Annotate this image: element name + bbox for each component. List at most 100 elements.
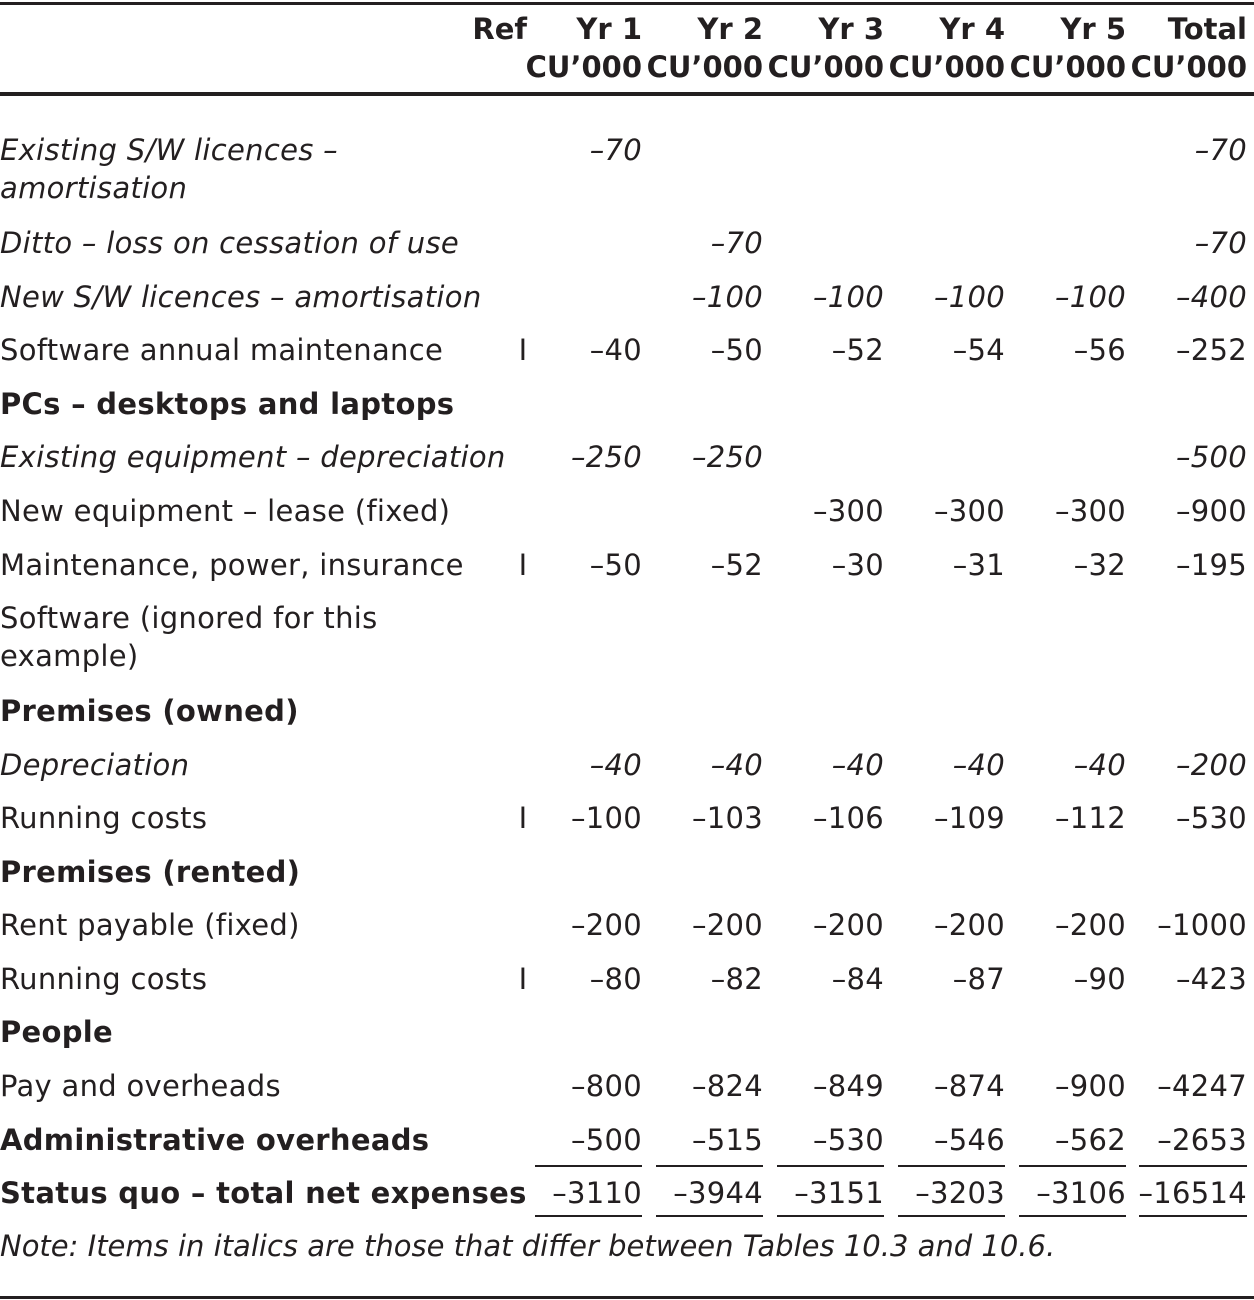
row-ref: I [518,962,528,996]
total-bottom-underline [898,1215,1005,1217]
cell-total: –252 [1175,333,1247,367]
cell-total: –70 [1194,133,1247,167]
cell-yr3: –106 [812,801,884,835]
table-bottom-rule [0,1296,1254,1299]
row-label: Pay and overheads [0,1069,281,1103]
cell-yr5: –200 [1054,908,1126,942]
row-label: Software (ignored for this example) [0,601,378,673]
cell-yr3: –530 [812,1123,884,1157]
total-top-underline [535,1165,642,1167]
cell-yr3: –300 [812,494,884,528]
header-yr1: Yr 1 CU’000 [526,10,642,86]
cell-yr1: –3110 [552,1176,642,1210]
cell-yr2: –70 [710,226,763,260]
cell-yr4: –874 [933,1069,1005,1103]
cell-yr5: –3106 [1036,1176,1126,1210]
cell-yr4: –200 [933,908,1005,942]
row-label: Status quo – total net expenses [0,1176,527,1210]
cell-yr1: –250 [570,440,642,474]
cell-total: –195 [1175,548,1247,582]
header-total-year: Total [1167,12,1247,46]
total-bottom-underline [777,1215,884,1217]
cell-yr4: –31 [952,548,1005,582]
total-top-underline [898,1165,1005,1167]
cell-yr5: –112 [1054,801,1126,835]
cell-yr2: –52 [710,548,763,582]
cell-yr5: –32 [1073,548,1126,582]
cell-yr3: –84 [831,962,884,996]
row-label: Administrative overheads [0,1123,430,1157]
cell-yr5: –56 [1073,333,1126,367]
cell-total: –500 [1175,440,1247,474]
row-ref: I [518,548,528,582]
header-yr3-year: Yr 3 [818,12,884,46]
cell-yr5: –300 [1054,494,1126,528]
cell-yr3: –3151 [794,1176,884,1210]
cell-yr1: –800 [570,1069,642,1103]
header-total-unit: CU’000 [1130,50,1247,84]
total-bottom-underline [1139,1215,1247,1217]
total-top-underline [1139,1165,1247,1167]
cell-yr2: –515 [691,1123,763,1157]
cell-yr4: –300 [933,494,1005,528]
header-yr3-unit: CU’000 [767,50,884,84]
cell-yr4: –3203 [915,1176,1005,1210]
cell-yr3: –100 [812,280,884,314]
header-total: Total CU’000 [1131,10,1247,86]
cell-yr4: –100 [933,280,1005,314]
cell-yr4: –40 [952,748,1005,782]
cell-yr5: –562 [1054,1123,1126,1157]
row-label: New S/W licences – amortisation [0,280,482,314]
header-yr4-year: Yr 4 [939,12,1005,46]
cell-yr5: –900 [1054,1069,1126,1103]
cell-yr3: –30 [831,548,884,582]
header-yr5: Yr 5 CU’000 [1010,10,1126,86]
header-yr1-year: Yr 1 [576,12,642,46]
row-label: Maintenance, power, insurance [0,548,464,582]
row-label: Rent payable (fixed) [0,908,300,942]
row-label: Depreciation [0,748,190,782]
cell-yr4: –87 [952,962,1005,996]
cell-yr2: –250 [691,440,763,474]
cell-yr2: –100 [691,280,763,314]
header-yr5-year: Yr 5 [1060,12,1126,46]
cell-yr4: –54 [952,333,1005,367]
header-yr4: Yr 4 CU’000 [889,10,1005,86]
cell-yr4: –109 [933,801,1005,835]
row-label: Premises (owned) [0,694,299,728]
cell-yr2: –824 [691,1069,763,1103]
cell-yr2: –3944 [673,1176,763,1210]
row-label: Running costs [0,962,208,996]
cell-yr2: –40 [710,748,763,782]
header-yr4-unit: CU’000 [888,50,1005,84]
cell-total: –530 [1175,801,1247,835]
cell-yr1: –40 [589,748,642,782]
header-yr1-unit: CU’000 [525,50,642,84]
cell-total: –1000 [1157,908,1247,942]
cell-yr5: –90 [1073,962,1126,996]
cell-total: –200 [1175,748,1247,782]
row-label: Existing equipment – depreciation [0,440,506,474]
total-bottom-underline [656,1215,763,1217]
cell-total: –16514 [1138,1176,1247,1210]
cell-yr1: –80 [589,962,642,996]
row-label: Premises (rented) [0,855,301,889]
cell-yr5: –100 [1054,280,1126,314]
row-label: Running costs [0,801,208,835]
row-label: Software annual maintenance [0,333,444,367]
cell-total: –400 [1175,280,1247,314]
total-top-underline [777,1165,884,1167]
cell-yr1: –500 [570,1123,642,1157]
total-bottom-underline [535,1215,642,1217]
cell-yr3: –849 [812,1069,884,1103]
table-note: Note: Items in italics are those that di… [0,1229,1056,1263]
cell-yr1: –200 [570,908,642,942]
header-yr3: Yr 3 CU’000 [768,10,884,86]
table-top-rule [0,2,1254,5]
cell-total: –423 [1175,962,1247,996]
cell-total: –70 [1194,226,1247,260]
cell-yr2: –50 [710,333,763,367]
cell-total: –900 [1175,494,1247,528]
cell-yr1: –70 [589,133,642,167]
cell-yr3: –200 [812,908,884,942]
